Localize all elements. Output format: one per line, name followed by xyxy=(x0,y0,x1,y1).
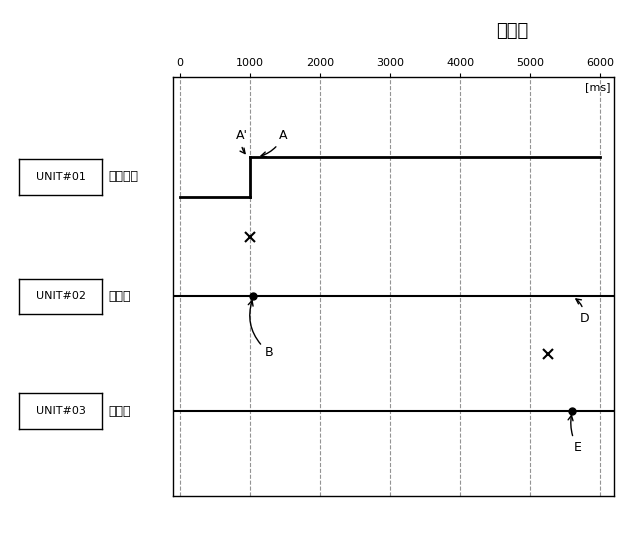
Text: E: E xyxy=(568,415,582,454)
Text: B: B xyxy=(248,301,274,359)
Text: UNIT#01: UNIT#01 xyxy=(36,172,86,182)
Text: 比較例: 比較例 xyxy=(496,22,528,40)
Text: スイッチ: スイッチ xyxy=(109,170,139,183)
Text: A': A' xyxy=(236,129,248,154)
Text: サーボ: サーボ xyxy=(109,290,131,303)
Text: [ms]: [ms] xyxy=(586,82,611,92)
Text: UNIT#03: UNIT#03 xyxy=(36,406,86,416)
Text: UNIT#02: UNIT#02 xyxy=(36,291,86,301)
Text: D: D xyxy=(576,299,589,325)
Text: ランプ: ランプ xyxy=(109,404,131,418)
Text: A: A xyxy=(261,129,288,157)
